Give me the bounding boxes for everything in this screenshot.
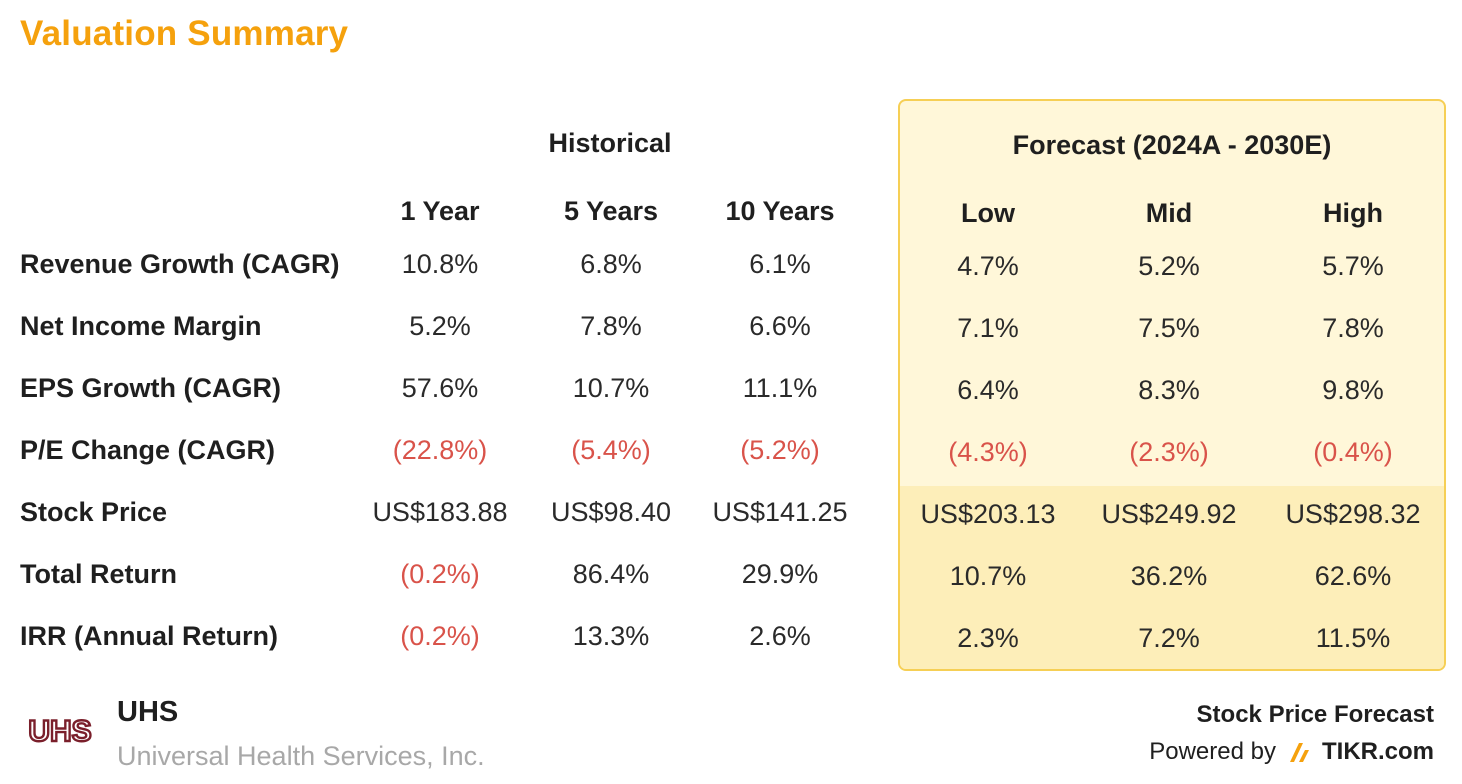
col-head-forecast: Low (961, 198, 1015, 228)
company-ticker: UHS (117, 696, 179, 728)
historical-cell: 7.8% (580, 311, 642, 341)
historical-cell: 6.8% (580, 249, 642, 279)
forecast-cell: 9.8% (1322, 375, 1384, 405)
historical-cell: US$141.25 (712, 497, 848, 527)
forecast-header: Forecast (2024A - 2030E) (1012, 130, 1332, 160)
historical-cell: 6.1% (749, 249, 811, 279)
tikr-logo-icon (1289, 743, 1309, 762)
forecast-cell: (0.4%) (1313, 437, 1393, 467)
row-label: EPS Growth (CAGR) (20, 373, 281, 403)
forecast-cell: (4.3%) (948, 437, 1028, 467)
forecast-cell: 62.6% (1314, 561, 1392, 591)
powered-by-label: Powered by (1149, 738, 1276, 765)
uhs-logo: UHS (22, 712, 98, 748)
historical-cell: 29.9% (741, 559, 819, 589)
row-label: Revenue Growth (CAGR) (20, 249, 340, 279)
company-name: Universal Health Services, Inc. (117, 741, 485, 771)
col-head-historical: 1 Year (400, 196, 480, 226)
historical-header: Historical (548, 128, 672, 158)
historical-cell: 11.1% (742, 373, 818, 403)
historical-cell: (5.2%) (740, 435, 820, 465)
forecast-cell: US$203.13 (920, 499, 1056, 529)
forecast-cell: 2.3% (957, 623, 1019, 653)
historical-cell: (0.2%) (400, 559, 480, 589)
row-label: IRR (Annual Return) (20, 621, 278, 651)
row-label: Net Income Margin (20, 311, 262, 341)
historical-cell: 10.8% (401, 249, 479, 279)
col-head-historical: 5 Years (563, 196, 659, 226)
forecast-cell: 4.7% (957, 251, 1019, 281)
forecast-cell: US$298.32 (1285, 499, 1421, 529)
brand-title: Stock Price Forecast (1196, 701, 1434, 728)
forecast-cell: US$249.92 (1101, 499, 1237, 529)
forecast-panel (898, 99, 1446, 671)
historical-cell: 6.6% (749, 311, 811, 341)
forecast-price-band (900, 486, 1444, 669)
forecast-cell: 7.2% (1138, 623, 1200, 653)
col-head-forecast: High (1323, 198, 1383, 228)
col-head-historical: 10 Years (725, 196, 835, 226)
forecast-cell: 7.1% (957, 313, 1019, 343)
historical-cell: (22.8%) (392, 435, 488, 465)
historical-cell: 57.6% (401, 373, 479, 403)
powered-by: Powered by TIKR.com (1149, 738, 1434, 766)
forecast-cell: 7.5% (1138, 313, 1200, 343)
historical-cell: 86.4% (572, 559, 650, 589)
historical-cell: (5.4%) (571, 435, 651, 465)
forecast-cell: 8.3% (1138, 375, 1200, 405)
forecast-cell: 5.7% (1322, 251, 1384, 281)
col-head-forecast: Mid (1145, 198, 1193, 228)
forecast-cell: 36.2% (1130, 561, 1208, 591)
historical-cell: 2.6% (749, 621, 811, 651)
forecast-cell: 11.5% (1315, 623, 1391, 653)
forecast-cell: 5.2% (1138, 251, 1200, 281)
row-label: P/E Change (CAGR) (20, 435, 276, 465)
historical-cell: 5.2% (409, 311, 471, 341)
row-label: Stock Price (20, 497, 168, 527)
page-title: Valuation Summary (20, 14, 349, 53)
uhs-logo-mark: UHS (28, 715, 91, 748)
row-label: Total Return (20, 559, 177, 589)
brand-name: TIKR.com (1321, 738, 1434, 765)
historical-cell: 13.3% (572, 621, 650, 651)
forecast-cell: 7.8% (1322, 313, 1384, 343)
historical-cell: 10.7% (572, 373, 650, 403)
historical-cell: US$98.40 (550, 497, 672, 527)
forecast-cell: (2.3%) (1129, 437, 1209, 467)
historical-cell: (0.2%) (400, 621, 480, 651)
historical-cell: US$183.88 (372, 497, 508, 527)
forecast-cell: 10.7% (949, 561, 1027, 591)
forecast-cell: 6.4% (957, 375, 1019, 405)
